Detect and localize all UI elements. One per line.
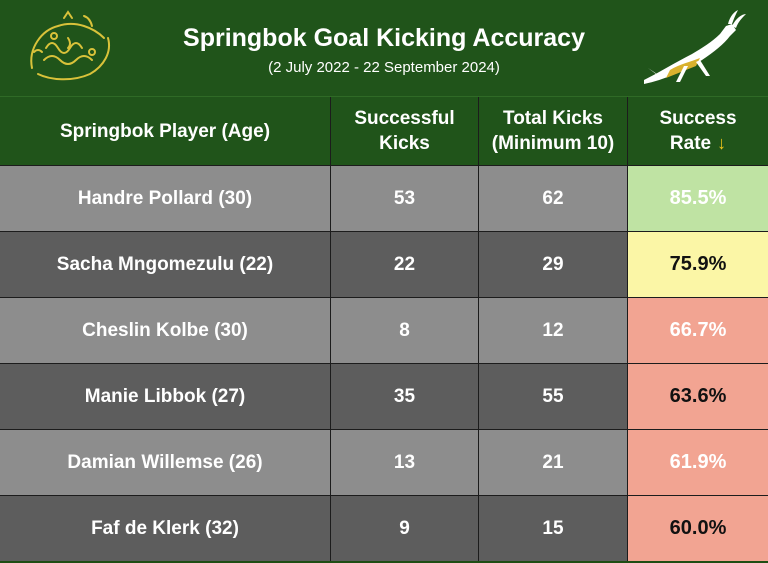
player-name-cell: Damian Willemse (26) bbox=[0, 430, 331, 495]
player-name-cell: Sacha Mngomezulu (22) bbox=[0, 232, 331, 297]
title-banner: Springbok Goal Kicking Accuracy (2 July … bbox=[0, 0, 768, 96]
player-name-cell: Cheslin Kolbe (30) bbox=[0, 298, 331, 363]
table-row: Cheslin Kolbe (30) 8 12 66.7% bbox=[0, 298, 768, 364]
total-kicks-cell: 21 bbox=[479, 430, 628, 495]
table-row: Sacha Mngomezulu (22) 22 29 75.9% bbox=[0, 232, 768, 298]
player-name-cell: Faf de Klerk (32) bbox=[0, 496, 331, 561]
column-header-successful: Successful Kicks bbox=[331, 97, 479, 165]
total-kicks-cell: 55 bbox=[479, 364, 628, 429]
springbok-antelope-icon bbox=[644, 10, 746, 84]
column-header-total: Total Kicks (Minimum 10) bbox=[479, 97, 628, 165]
successful-kicks-cell: 8 bbox=[331, 298, 479, 363]
total-kicks-cell: 15 bbox=[479, 496, 628, 561]
column-header-player: Springbok Player (Age) bbox=[0, 97, 331, 165]
sort-down-arrow-icon[interactable]: ↓ bbox=[717, 133, 727, 153]
successful-kicks-cell: 53 bbox=[331, 166, 479, 231]
springbok-supporters-logo-icon bbox=[30, 10, 110, 81]
total-kicks-cell: 29 bbox=[479, 232, 628, 297]
table-row: Faf de Klerk (32) 9 15 60.0% bbox=[0, 496, 768, 561]
page-subtitle: (2 July 2022 - 22 September 2024) bbox=[268, 59, 500, 76]
table-row: Handre Pollard (30) 53 62 85.5% bbox=[0, 166, 768, 232]
successful-kicks-cell: 13 bbox=[331, 430, 479, 495]
table-row: Manie Libbok (27) 35 55 63.6% bbox=[0, 364, 768, 430]
page-title: Springbok Goal Kicking Accuracy bbox=[183, 24, 585, 52]
column-header-successful-line1: Successful bbox=[354, 108, 455, 129]
successful-kicks-cell: 22 bbox=[331, 232, 479, 297]
total-kicks-cell: 12 bbox=[479, 298, 628, 363]
success-rate-cell: 85.5% bbox=[628, 166, 768, 231]
player-name-cell: Manie Libbok (27) bbox=[0, 364, 331, 429]
column-header-player-line1: Springbok Player (Age) bbox=[59, 120, 271, 142]
success-rate-cell: 60.0% bbox=[628, 496, 768, 561]
success-rate-cell: 66.7% bbox=[628, 298, 768, 363]
player-name-cell: Handre Pollard (30) bbox=[0, 166, 331, 231]
table-header-row: Springbok Player (Age) Successful Kicks … bbox=[0, 96, 768, 166]
column-header-rate-line2: Rate bbox=[669, 133, 712, 154]
success-rate-cell: 75.9% bbox=[628, 232, 768, 297]
table-row: Damian Willemse (26) 13 21 61.9% bbox=[0, 430, 768, 496]
success-rate-cell: 63.6% bbox=[628, 364, 768, 429]
successful-kicks-cell: 9 bbox=[331, 496, 479, 561]
column-header-total-line1: Total Kicks bbox=[503, 108, 603, 129]
column-header-rate-line1: Success bbox=[659, 108, 737, 129]
total-kicks-cell: 62 bbox=[479, 166, 628, 231]
kicking-table: Springbok Player (Age) Successful Kicks … bbox=[0, 96, 768, 561]
column-header-rate[interactable]: Success Rate ↓ bbox=[628, 97, 768, 165]
successful-kicks-cell: 35 bbox=[331, 364, 479, 429]
success-rate-cell: 61.9% bbox=[628, 430, 768, 495]
column-header-total-line2: (Minimum 10) bbox=[491, 133, 615, 154]
column-header-successful-line2: Kicks bbox=[379, 133, 430, 154]
